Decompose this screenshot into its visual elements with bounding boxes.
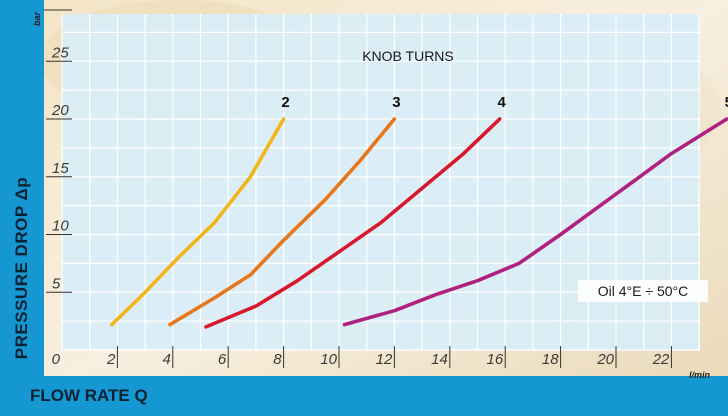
x-axis-title: FLOW RATE Q — [30, 386, 148, 405]
x-tick-label: 8 — [273, 351, 282, 368]
annotation-knob-turns: KNOB TURNS — [362, 48, 454, 64]
y-tick-label: 20 — [51, 102, 69, 119]
x-tick-label: 10 — [320, 351, 337, 368]
x-tick-label: 20 — [596, 351, 614, 368]
x-tick-label: 6 — [218, 351, 227, 368]
x-tick-label: 22 — [652, 351, 670, 368]
series-label-5: 5 — [725, 94, 728, 111]
y-axis-band — [0, 0, 44, 416]
x-tick-label: 16 — [487, 351, 504, 368]
x-tick-label: 0 — [52, 351, 61, 368]
x-tick-label: 18 — [542, 351, 559, 368]
y-tick-label: 10 — [52, 218, 69, 235]
series-label-3: 3 — [392, 94, 400, 111]
y-axis-title: PRESSURE DROP Δp — [12, 176, 31, 360]
x-tick-label: 4 — [162, 351, 170, 368]
x-tick-label: 2 — [106, 351, 116, 368]
y-axis-unit: bar — [32, 11, 42, 26]
y-tick-label: 15 — [52, 160, 69, 177]
series-line-4 — [204, 117, 502, 329]
x-axis-unit: l/min — [689, 370, 711, 380]
y-tick-label: 5 — [52, 275, 61, 292]
y-tick-label: 25 — [51, 44, 69, 61]
x-tick-label: 14 — [431, 351, 448, 368]
series-label-4: 4 — [497, 94, 506, 111]
annotation-oil: Oil 4°E ÷ 50°C — [598, 283, 688, 299]
series-line-5 — [342, 117, 728, 327]
x-axis-band — [0, 376, 728, 416]
series-line-3 — [168, 117, 397, 327]
annotation-oil-box — [578, 280, 708, 302]
x-tick-label: 12 — [376, 351, 393, 368]
series-line-2 — [110, 117, 286, 327]
series-label-2: 2 — [281, 94, 289, 111]
